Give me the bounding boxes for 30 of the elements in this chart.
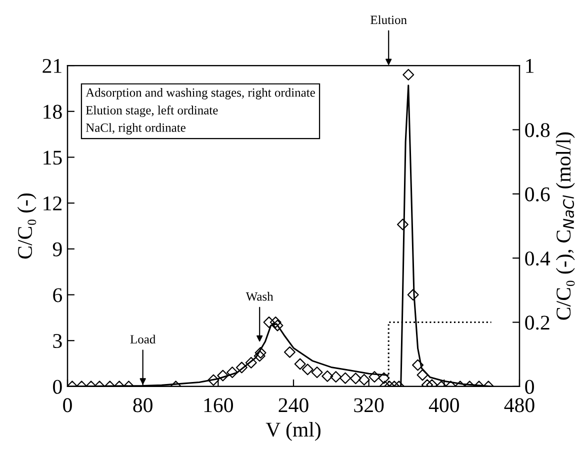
x-tick-label: 0 — [63, 398, 72, 412]
y-tick-label: 21 — [42, 58, 62, 73]
x-tick-label: 160 — [204, 398, 233, 412]
annotation: Elution stage, left ordinate — [86, 106, 218, 118]
x-tick-label: 400 — [428, 398, 459, 412]
x-tick-label: 480 — [504, 398, 534, 412]
annotation: Adsorption and washing stages, right ordinate — [86, 88, 315, 100]
text: Elution — [370, 15, 407, 24]
y-tick-label: 3 — [53, 334, 62, 348]
annotation: Wash — [246, 292, 274, 301]
x-axis-title: V (ml) — [266, 422, 320, 441]
y-tick-label: 18 — [44, 104, 62, 119]
y2-tick-label: 0.8 — [525, 123, 550, 138]
y2-tick-label: 1 — [526, 59, 534, 73]
y-tick-label: 15 — [44, 150, 62, 165]
y-tick-label: 9 — [52, 242, 62, 256]
x-tick-label: 240 — [278, 398, 308, 412]
y-tick-label: 0 — [53, 380, 62, 394]
y2-tick-label: 0.6 — [525, 187, 550, 202]
x-tick-label: 80 — [133, 398, 152, 412]
y2-tick-label: 0 — [525, 380, 534, 394]
annotation: NaCl, right ordinate — [86, 123, 186, 134]
y2-tick-label: 0.4 — [525, 251, 550, 266]
annotation: Load — [130, 334, 156, 344]
y2-tick-label: 0.2 — [525, 316, 550, 330]
x-tick-label: 320 — [354, 398, 384, 412]
y-axis-title: C/C₀ (-) — [17, 193, 36, 259]
y2-axis-title: C/C₀ (-), C$_{NaCl}$ (mol/l) — [556, 132, 575, 320]
y-tick-label: 6 — [53, 288, 62, 302]
y-tick-label: 12 — [44, 196, 62, 210]
